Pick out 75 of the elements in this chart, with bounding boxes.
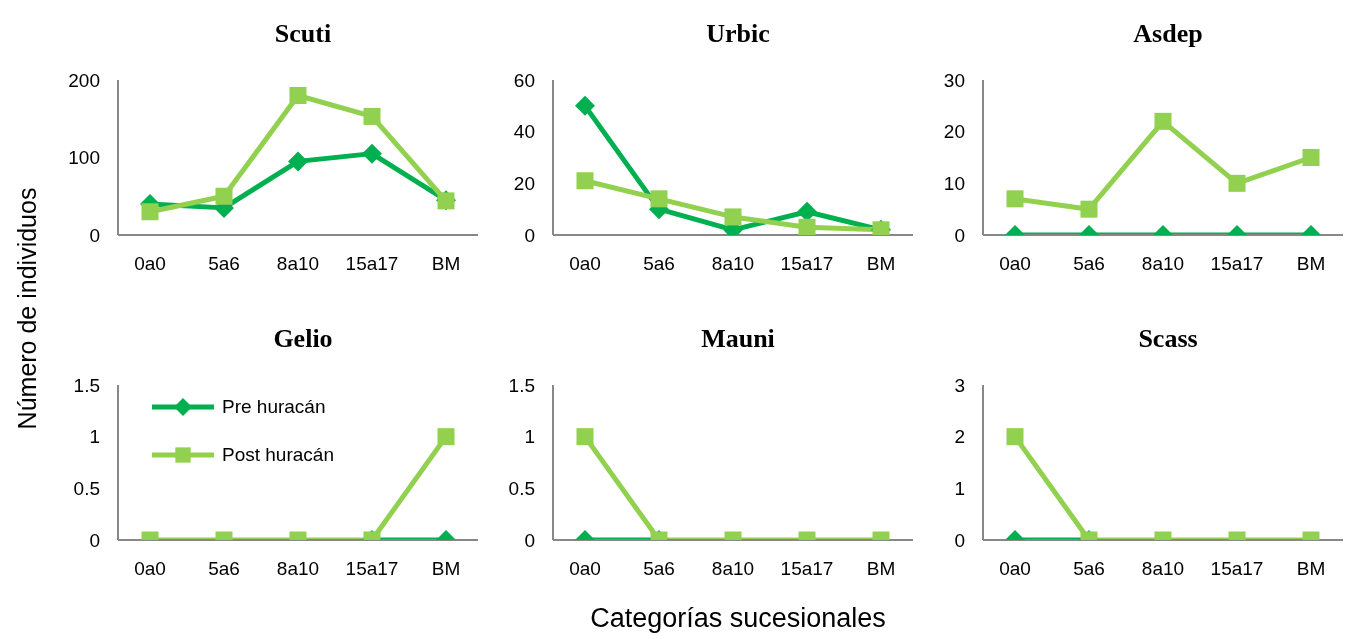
point <box>798 218 816 235</box>
y-tick-label: 1 <box>89 426 100 448</box>
y-tick-label: 1.5 <box>508 374 535 396</box>
y-tick-label: 100 <box>68 147 100 169</box>
x-tick-label: 0a0 <box>569 253 601 275</box>
point <box>362 143 382 164</box>
y-tick-label: 0.5 <box>73 478 100 500</box>
x-tick-label: 5a6 <box>208 253 240 275</box>
x-tick-label: 0a0 <box>569 558 601 580</box>
x-tick-label: 5a6 <box>643 253 675 275</box>
point <box>575 95 595 116</box>
chart-title: Asdep <box>1132 18 1204 50</box>
x-tick-label: BM <box>1296 253 1326 275</box>
x-tick-label: 8a10 <box>276 253 320 275</box>
point <box>363 107 381 125</box>
x-tick-label: 0a0 <box>134 558 166 580</box>
x-tick-label: 0a0 <box>134 253 166 275</box>
x-tick-label: 8a10 <box>711 253 755 275</box>
x-tick-label: 5a6 <box>208 558 240 580</box>
x-tick-label: 15a17 <box>1210 558 1264 580</box>
x-tick-label: 15a17 <box>780 253 834 275</box>
y-tick-label: 0 <box>524 224 535 246</box>
chart-title: Mauni <box>700 323 776 355</box>
y-tick-label: 0 <box>89 224 100 246</box>
y-tick-label: 1.5 <box>73 374 100 396</box>
chart-title: Urbic <box>705 18 771 50</box>
x-tick-label: 8a10 <box>276 558 320 580</box>
x-tick-label: 15a17 <box>780 558 834 580</box>
y-tick-label: 20 <box>513 173 535 195</box>
x-axis-title: Categorías sucesionales <box>589 603 887 634</box>
x-tick-label: 15a17 <box>1210 253 1264 275</box>
y-tick-label: 30 <box>943 69 965 91</box>
point <box>576 172 594 190</box>
point <box>288 151 308 172</box>
point <box>650 190 668 208</box>
chart-title: Gelio <box>272 323 334 355</box>
point <box>724 208 742 226</box>
point <box>215 187 233 205</box>
x-tick-label: 8a10 <box>1141 558 1185 580</box>
point <box>141 203 159 221</box>
y-tick-label: 0 <box>954 529 965 551</box>
point <box>289 87 307 104</box>
legend-label: Post huracán <box>222 444 334 466</box>
x-tick-label: 8a10 <box>711 558 755 580</box>
y-tick-label: 3 <box>954 374 965 396</box>
chart-title: Scuti <box>273 18 333 50</box>
x-tick-label: 5a6 <box>1073 558 1105 580</box>
y-tick-label: 60 <box>513 69 535 91</box>
x-tick-label: 0a0 <box>999 253 1031 275</box>
legend-label: Pre huracán <box>222 396 326 418</box>
x-tick-label: 15a17 <box>345 253 399 275</box>
chart-title: Scass <box>1137 323 1199 355</box>
x-tick-label: BM <box>1296 558 1326 580</box>
x-tick-label: 15a17 <box>345 558 399 580</box>
y-tick-label: 2 <box>954 426 965 448</box>
x-tick-label: BM <box>431 253 461 275</box>
y-tick-label: 1 <box>954 478 965 500</box>
x-tick-label: 8a10 <box>1141 253 1185 275</box>
y-axis-title: Número de individuos <box>13 187 43 429</box>
x-tick-label: BM <box>866 558 896 580</box>
y-tick-label: 200 <box>68 69 100 91</box>
y-tick-label: 0 <box>524 529 535 551</box>
y-tick-label: 1 <box>524 426 535 448</box>
y-tick-label: 0 <box>954 224 965 246</box>
y-tick-label: 40 <box>513 121 535 143</box>
x-tick-label: BM <box>431 558 461 580</box>
x-tick-label: 0a0 <box>999 558 1031 580</box>
y-tick-label: 0 <box>89 529 100 551</box>
y-tick-label: 0.5 <box>508 478 535 500</box>
y-tick-label: 10 <box>943 173 965 195</box>
x-tick-label: BM <box>866 253 896 275</box>
y-tick-label: 20 <box>943 121 965 143</box>
x-tick-label: 5a6 <box>1073 253 1105 275</box>
x-tick-label: 5a6 <box>643 558 675 580</box>
point <box>797 201 817 222</box>
